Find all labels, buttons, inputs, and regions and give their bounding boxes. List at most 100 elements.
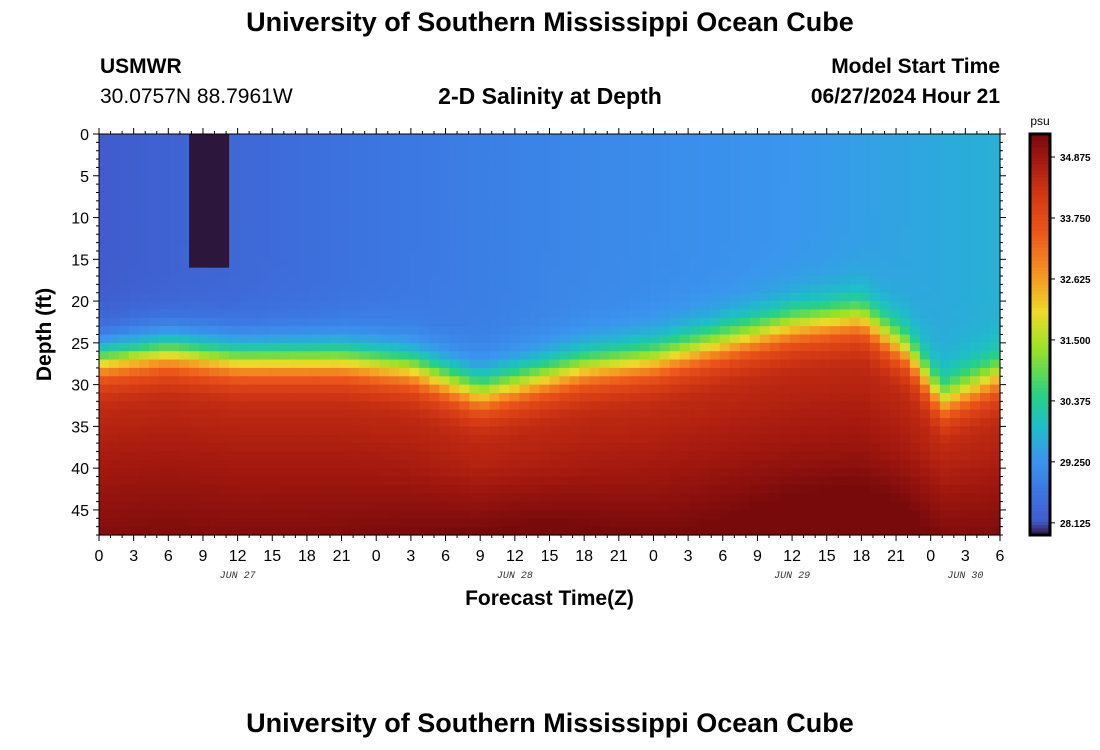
heatmap-cell	[339, 451, 350, 461]
heatmap-cell	[419, 443, 430, 453]
heatmap-cell	[789, 159, 801, 169]
heatmap-cell	[849, 376, 861, 386]
heatmap-cell	[429, 175, 440, 185]
heatmap-cell	[109, 376, 120, 386]
heatmap-cell	[179, 184, 190, 194]
heatmap-cell	[209, 276, 220, 285]
heatmap-cell	[969, 359, 981, 369]
heatmap-cell	[99, 134, 110, 143]
heatmap-cell	[259, 234, 270, 244]
heatmap-cell	[859, 367, 871, 377]
heatmap-cell	[579, 334, 591, 344]
heatmap-cell	[599, 267, 611, 277]
heatmap-cell	[209, 175, 220, 185]
heatmap-cell	[679, 351, 691, 361]
heatmap-cell	[899, 409, 911, 419]
heatmap-cell	[479, 225, 491, 235]
heatmap-cell	[399, 292, 410, 302]
heatmap-cell	[419, 250, 430, 260]
heatmap-cell	[489, 518, 501, 528]
heatmap-cell	[749, 134, 761, 143]
heatmap-cell	[169, 359, 180, 369]
heatmap-cell	[359, 150, 370, 160]
heatmap-cell	[919, 317, 931, 327]
heatmap-cell	[449, 518, 460, 528]
heatmap-cell	[539, 468, 551, 478]
heatmap-cell	[329, 434, 340, 444]
heatmap-cell	[159, 401, 170, 411]
heatmap-cell	[959, 367, 971, 377]
heatmap-cell	[309, 159, 320, 169]
heatmap-cell	[859, 267, 871, 277]
heatmap-cell	[319, 292, 330, 302]
heatmap-cell	[709, 468, 721, 478]
heatmap-cell	[989, 225, 1001, 235]
heatmap-cell	[779, 250, 791, 260]
heatmap-cell	[259, 501, 270, 511]
heatmap-cell	[559, 150, 571, 160]
heatmap-cell	[129, 351, 140, 361]
heatmap-cell	[689, 167, 701, 177]
heatmap-cell	[839, 367, 851, 377]
heatmap-cell	[819, 184, 831, 194]
heatmap-cell	[779, 418, 791, 427]
heatmap-cell	[259, 401, 270, 411]
heatmap-cell	[609, 359, 621, 369]
heatmap-cell	[359, 242, 370, 252]
heatmap-cell	[869, 434, 881, 444]
heatmap-cell	[549, 200, 561, 210]
heatmap-cell	[479, 392, 491, 402]
heatmap-cell	[949, 376, 961, 386]
heatmap-cell	[199, 276, 210, 285]
x-tick-label: 0	[926, 548, 935, 565]
heatmap-cell	[359, 326, 370, 336]
heatmap-cell	[669, 134, 681, 143]
heatmap-cell	[229, 276, 240, 285]
heatmap-cell	[879, 443, 891, 453]
heatmap-cell	[559, 292, 571, 302]
heatmap-cell	[199, 451, 210, 461]
heatmap-cell	[829, 509, 841, 519]
heatmap-cell	[789, 200, 801, 210]
heatmap-cell	[509, 484, 521, 494]
heatmap-cell	[409, 234, 420, 244]
heatmap-cell	[599, 426, 611, 436]
heatmap-cell	[689, 376, 701, 386]
heatmap-cell	[249, 192, 260, 202]
heatmap-cell	[129, 468, 140, 478]
heatmap-cell	[489, 259, 501, 269]
heatmap-cell	[159, 509, 170, 519]
heatmap-cell	[129, 501, 140, 511]
heatmap-cell	[379, 443, 390, 453]
heatmap-cell	[499, 292, 511, 302]
heatmap-cell	[649, 326, 661, 336]
heatmap-cell	[259, 309, 270, 319]
heatmap-cell	[859, 526, 871, 536]
heatmap-cell	[499, 267, 511, 277]
heatmap-cell	[269, 159, 280, 169]
heatmap-cell	[889, 501, 901, 511]
heatmap-cell	[639, 392, 651, 402]
heatmap-cell	[759, 317, 771, 327]
heatmap-cell	[909, 392, 921, 402]
heatmap-cell	[719, 284, 731, 294]
heatmap-cell	[859, 175, 871, 185]
heatmap-cell	[919, 167, 931, 177]
heatmap-cell	[479, 209, 491, 219]
heatmap-cell	[949, 184, 961, 194]
heatmap-cell	[489, 134, 501, 143]
heatmap-cell	[419, 376, 430, 386]
heatmap-cell	[419, 418, 430, 427]
heatmap-cell	[979, 384, 991, 394]
heatmap-cell	[409, 384, 420, 394]
heatmap-cell	[159, 175, 170, 185]
heatmap-cell	[449, 175, 460, 185]
heatmap-cell	[589, 342, 601, 352]
heatmap-cell	[199, 351, 210, 361]
heatmap-cell	[919, 184, 931, 194]
heatmap-cell	[679, 518, 691, 528]
heatmap-cell	[969, 167, 981, 177]
heatmap-cell	[119, 509, 130, 519]
heatmap-cell	[969, 451, 981, 461]
heatmap-cell	[309, 309, 320, 319]
